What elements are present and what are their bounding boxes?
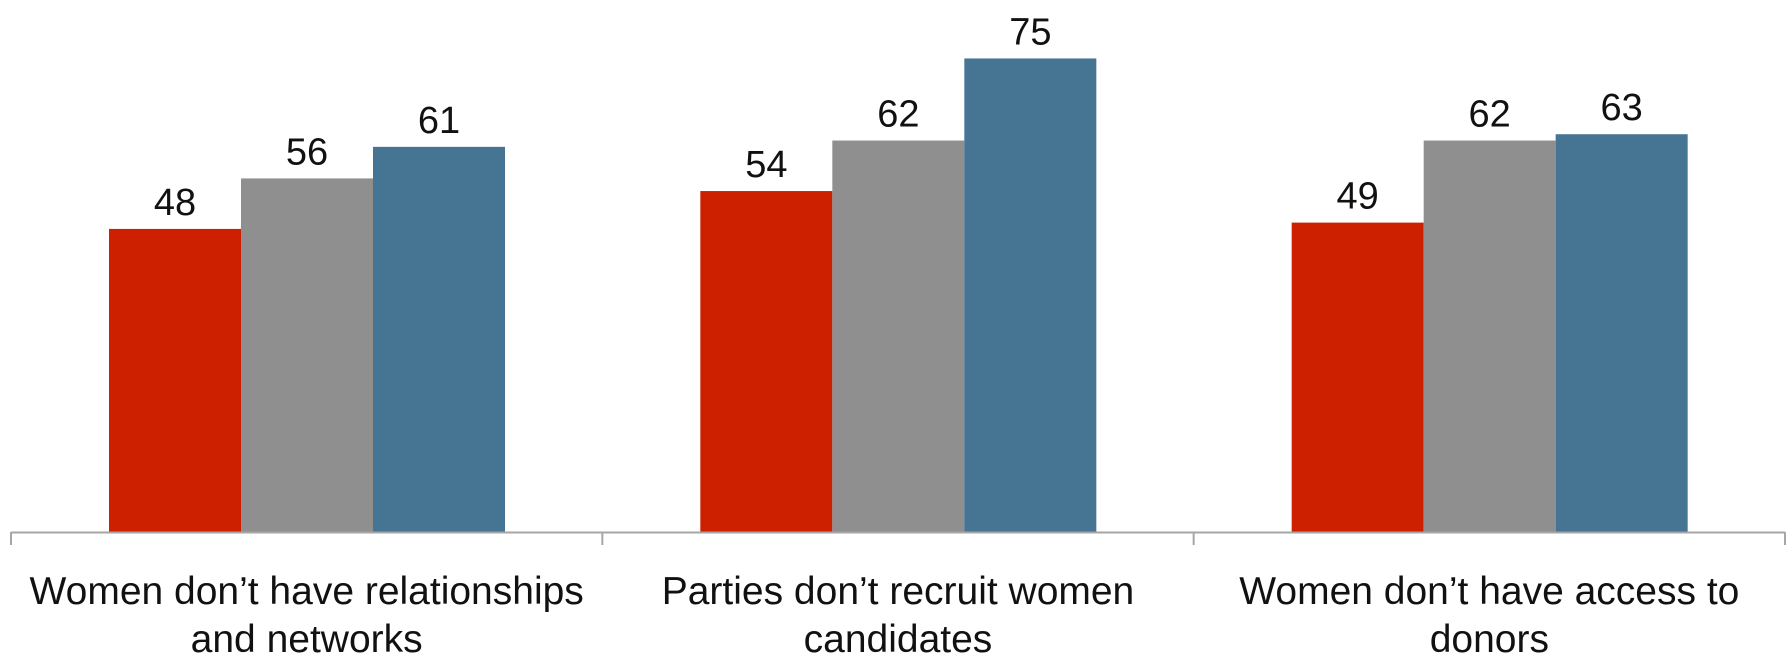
value-labels-layer: 48 56 61 54 62 75 49 62 63 (154, 11, 1643, 223)
category-label-line: Parties don’t recruit women (662, 570, 1135, 613)
bar-2-2 (832, 140, 965, 533)
data-label-3-2: 62 (1469, 94, 1511, 136)
data-label-3-1: 49 (1337, 176, 1379, 218)
category-label-line: Women don’t have access to (1239, 570, 1739, 613)
category-label-2: Parties don’t recruit women candidates (662, 570, 1135, 659)
data-label-1-2: 56 (286, 131, 328, 173)
category-label-line: donors (1430, 618, 1549, 659)
bar-3-3 (1555, 134, 1688, 532)
data-label-2-3: 75 (1009, 11, 1051, 53)
bar-2-1 (700, 191, 833, 532)
bars-layer (109, 58, 1688, 533)
category-label-1: Women don’t have relationships and networ… (30, 570, 584, 659)
data-label-1-1: 48 (154, 182, 196, 224)
category-label-line: candidates (804, 618, 993, 659)
category-label-3: Women don’t have access to donors (1239, 570, 1739, 659)
data-label-3-3: 63 (1601, 87, 1643, 129)
data-label-2-1: 54 (745, 144, 787, 186)
data-label-1-3: 61 (418, 100, 460, 142)
category-label-line: and networks (191, 618, 423, 659)
data-label-2-2: 62 (877, 94, 919, 136)
bar-1-3 (373, 146, 505, 532)
bar-2-3 (964, 58, 1097, 532)
bar-1-2 (241, 178, 373, 532)
x-axis (10, 531, 1786, 545)
bar-3-2 (1423, 140, 1556, 533)
bar-3-1 (1291, 222, 1424, 532)
category-labels-layer: Women don’t have relationships and networ… (30, 570, 1740, 659)
bar-1-1 (109, 228, 241, 533)
category-label-line: Women don’t have relationships (30, 570, 584, 613)
